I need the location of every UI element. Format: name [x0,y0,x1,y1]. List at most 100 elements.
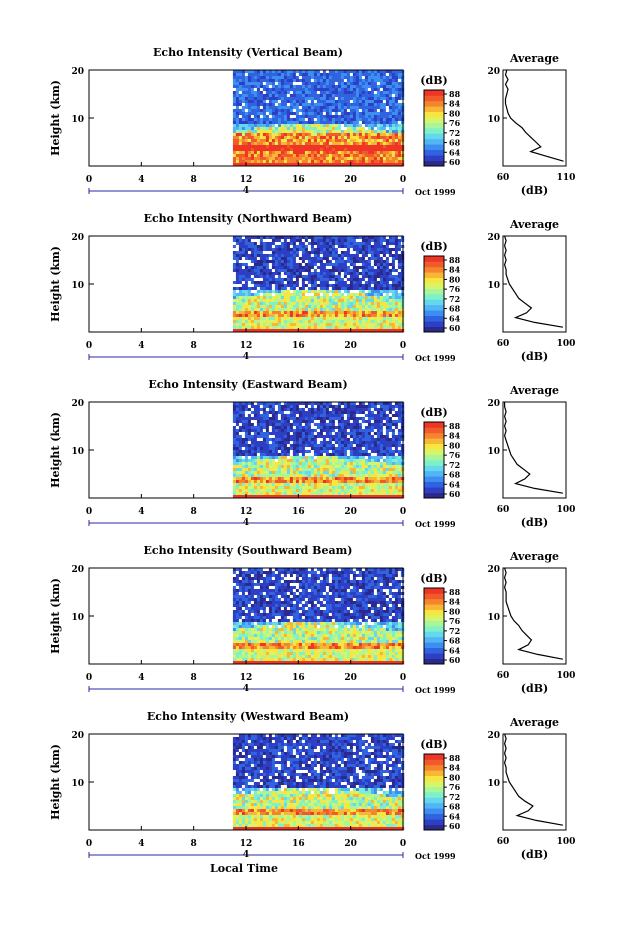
heatmap-cell [241,308,246,312]
heatmap-cell [325,94,330,98]
heatmap-cell [307,417,312,421]
heatmap-cell [340,323,345,327]
heatmap-cell [382,329,387,333]
heatmap-cell [253,115,258,119]
heatmap-cell [373,127,378,131]
heatmap-cell [331,275,336,279]
heatmap-cell [370,281,375,285]
heatmap-cell [238,160,243,164]
heatmap-cell [352,308,357,312]
heatmap-cell [280,127,285,131]
heatmap-cell [331,426,336,430]
heatmap-cell [289,148,294,152]
heatmap-cell [373,317,378,321]
heatmap-cell [277,103,282,107]
heatmap-cell [343,263,348,267]
heatmap-cell [379,130,384,134]
heatmap-cell [250,242,255,246]
heatmap-cell [376,269,381,273]
heatmap-cell [355,133,360,137]
heatmap-cell [283,157,288,161]
heatmap-cell [361,435,366,439]
heatmap-cell [373,82,378,86]
heatmap-cell [373,130,378,134]
heatmap-cell [241,121,246,125]
heatmap-cell [301,320,306,324]
heatmap-cell [259,275,264,279]
heatmap-cell [313,236,318,240]
heatmap-cell [307,263,312,267]
heatmap-cell [328,305,333,309]
heatmap-cell [232,145,237,149]
heatmap-cell [325,402,330,406]
heatmap-cell [379,100,384,104]
heatmap-cell [340,130,345,134]
heatmap-cell [337,142,342,146]
heatmap-cell [307,423,312,427]
heatmap-cell [343,317,348,321]
heatmap-cell [364,112,369,116]
heatmap-cell [376,109,381,113]
heatmap-cell [292,456,297,460]
heatmap-cell [364,402,369,406]
heatmap-cell [295,133,300,137]
heatmap-cell [316,157,321,161]
heatmap-cell [397,248,402,252]
heatmap-cell [313,272,318,276]
profile-x-tick-label: 60 [497,173,510,183]
heatmap-cell [346,323,351,327]
heatmap-cell [238,260,243,264]
heatmap-cell [277,320,282,324]
heatmap-cell [391,296,396,300]
heatmap-cell [277,94,282,98]
heatmap-cell [367,447,372,451]
heatmap-cell [376,317,381,321]
heatmap-cell [253,263,258,267]
heatmap-cell [286,444,291,448]
heatmap-cell [280,444,285,448]
heatmap-cell [271,106,276,110]
heatmap-cell [310,73,315,77]
heatmap-cell [256,299,261,303]
heatmap-cell [271,293,276,297]
heatmap-cell [277,88,282,92]
heatmap-cell [265,447,270,451]
heatmap-cell [337,323,342,327]
heatmap-cell [256,133,261,137]
heatmap-cell [271,154,276,158]
heatmap-cell [355,112,360,116]
heatmap-cell [277,136,282,140]
heatmap-cell [253,278,258,282]
heatmap-cell [298,435,303,439]
heatmap-cell [277,115,282,119]
heatmap-cell [367,100,372,104]
heatmap-cell [328,420,333,424]
heatmap-cell [331,85,336,89]
heatmap-cell [298,263,303,267]
heatmap-cell [295,115,300,119]
heatmap-cell [319,287,324,291]
heatmap-cell [370,73,375,77]
heatmap-cell [280,239,285,243]
heatmap-cell [391,323,396,327]
heatmap-cell [397,320,402,324]
colorbar-segment [424,294,444,300]
heatmap-cell [256,290,261,294]
heatmap-cell [262,308,267,312]
heatmap-cell [259,414,264,418]
heatmap-cell [280,272,285,276]
heatmap-cell [355,109,360,113]
colorbar-segment [424,100,444,107]
heatmap-cell [394,281,399,285]
heatmap-cell [328,91,333,95]
heatmap-cell [304,136,309,140]
heatmap-cell [232,320,237,324]
heatmap-cell [304,148,309,152]
heatmap-cell [319,88,324,92]
heatmap-cell [382,163,387,167]
heatmap-cell [286,154,291,158]
heatmap-cell [319,91,324,95]
heatmap-cell [316,151,321,155]
heatmap-cell [277,329,282,333]
heatmap-cell [328,411,333,415]
